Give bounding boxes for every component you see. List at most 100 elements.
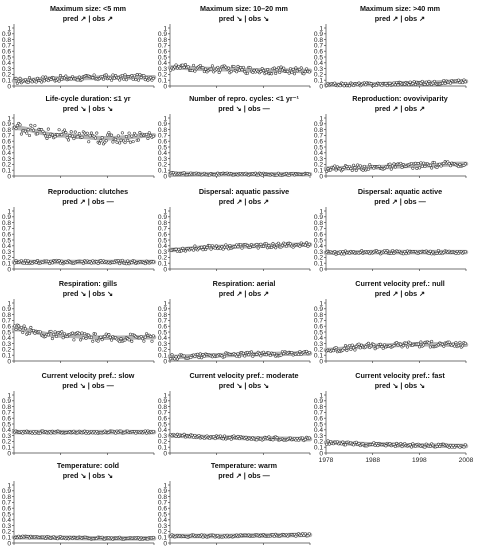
data-point <box>14 327 18 332</box>
y-tick-label: 0.7 <box>2 318 11 325</box>
y-tick-label: 0.3 <box>314 66 323 73</box>
data-point <box>209 247 213 251</box>
data-point <box>36 132 40 136</box>
data-point <box>18 123 22 127</box>
data-point <box>257 352 262 356</box>
data-point <box>222 434 227 438</box>
data-point <box>354 168 358 172</box>
data-point <box>34 80 38 84</box>
data-point <box>462 445 466 449</box>
data-point <box>204 248 208 252</box>
panel-subtitle: pred ↗ | obs — <box>62 197 114 206</box>
data-point <box>213 437 217 441</box>
data-point <box>404 252 408 256</box>
data-point <box>221 247 225 251</box>
data-point <box>50 261 54 265</box>
y-tick-label: 0.7 <box>314 133 323 140</box>
data-point <box>343 443 348 447</box>
panel-title: Maximum size: 10–20 mm <box>200 4 288 13</box>
data-point <box>143 335 147 339</box>
data-point <box>227 247 231 251</box>
data-point <box>349 347 353 351</box>
data-point <box>439 164 443 168</box>
x-tick-label: 2008 <box>459 457 474 464</box>
data-point <box>209 67 213 71</box>
data-point <box>36 259 40 263</box>
data-point <box>243 354 247 358</box>
data-point <box>448 81 453 85</box>
y-tick-label: 0.1 <box>158 78 167 85</box>
y-tick-label: 0.9 <box>2 214 11 221</box>
data-point <box>124 135 128 139</box>
data-point <box>307 172 311 176</box>
data-point <box>419 161 423 165</box>
data-point <box>182 432 186 436</box>
data-point <box>307 436 311 440</box>
data-point <box>134 133 138 137</box>
data-point <box>400 445 404 449</box>
data-point <box>27 332 32 336</box>
data-point <box>334 345 338 350</box>
data-point <box>100 75 104 79</box>
data-point <box>110 133 114 137</box>
y-tick-label: 0.4 <box>2 517 11 524</box>
data-point <box>463 162 467 166</box>
panel-title: Life-cycle duration: ≤1 yr <box>45 94 130 103</box>
y-tick-label: 0.8 <box>158 494 167 501</box>
data-point <box>65 136 69 140</box>
data-point <box>145 132 149 136</box>
data-point <box>393 165 397 169</box>
data-point <box>266 68 270 72</box>
y-tick-label: 0.9 <box>2 398 11 405</box>
y-tick-label: 0.7 <box>158 133 167 140</box>
y-tick-label: 0.5 <box>2 421 11 428</box>
data-point <box>447 340 451 344</box>
data-point <box>399 342 403 346</box>
y-tick-label: 0.6 <box>314 49 323 56</box>
data-point <box>356 163 360 167</box>
data-point <box>461 344 465 348</box>
data-point <box>54 334 58 338</box>
data-point <box>58 74 62 78</box>
data-point <box>221 437 225 441</box>
data-point <box>45 136 49 140</box>
y-tick-label: 0.2 <box>314 162 323 169</box>
data-point <box>58 261 62 265</box>
data-point <box>440 81 444 85</box>
y-tick-label: 0.2 <box>2 162 11 169</box>
data-point <box>130 261 134 265</box>
data-point <box>376 345 380 349</box>
y-tick-label: 0.1 <box>2 535 11 542</box>
data-point <box>151 134 155 138</box>
data-point <box>366 167 370 171</box>
data-point <box>399 442 403 446</box>
data-point <box>358 346 362 350</box>
data-point <box>136 78 141 82</box>
data-point <box>236 352 240 356</box>
y-tick-label: 0 <box>319 358 323 365</box>
data-point <box>145 76 149 80</box>
y-tick-label: 0.5 <box>2 329 11 336</box>
y-tick-label: 0 <box>163 266 167 273</box>
data-point <box>142 339 146 343</box>
data-point <box>193 433 197 437</box>
y-tick-label: 0.5 <box>158 237 167 244</box>
data-point <box>270 72 274 76</box>
data-point <box>26 128 30 132</box>
y-tick-label: 0.5 <box>158 421 167 428</box>
y-tick-label: 0.2 <box>2 529 11 536</box>
data-point <box>71 134 75 138</box>
y-tick-label: 0.7 <box>2 410 11 417</box>
y-tick-label: 0.1 <box>2 353 11 360</box>
data-point <box>357 81 361 85</box>
data-point <box>413 83 418 87</box>
y-tick-label: 0.6 <box>2 324 11 331</box>
panel-subtitle: pred ↘ | obs ↘ <box>63 104 113 113</box>
data-point <box>130 134 134 138</box>
data-point <box>216 65 220 69</box>
data-point <box>463 443 467 447</box>
y-tick-label: 0.3 <box>2 156 11 163</box>
y-tick-label: 0.5 <box>314 237 323 244</box>
